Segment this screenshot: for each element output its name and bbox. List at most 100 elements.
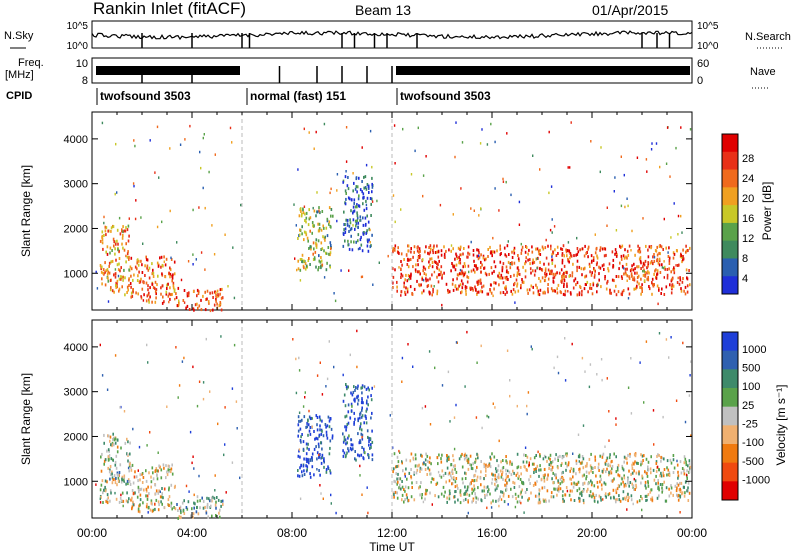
echo-cell bbox=[532, 285, 534, 289]
echo-cell bbox=[549, 272, 551, 276]
echo-cell bbox=[673, 252, 676, 256]
echo-cell bbox=[346, 184, 349, 188]
echo-cell bbox=[174, 507, 177, 511]
echo-cell bbox=[454, 464, 456, 468]
echo-cell bbox=[304, 262, 307, 265]
echo-cell bbox=[320, 256, 322, 259]
echo-cell bbox=[114, 460, 117, 464]
echo-cell bbox=[447, 370, 450, 374]
echo-cell bbox=[397, 246, 399, 250]
x-tick-label: 12:00 bbox=[377, 526, 407, 540]
echo-cell bbox=[495, 467, 497, 471]
echo-cell bbox=[307, 419, 309, 423]
echo-cell bbox=[483, 477, 485, 480]
echo-cell bbox=[401, 480, 403, 483]
echo-cell bbox=[343, 435, 346, 439]
echo-cell bbox=[566, 452, 568, 456]
echo-cell bbox=[538, 498, 541, 502]
echo-cell bbox=[452, 278, 454, 282]
echo-cell bbox=[645, 340, 648, 343]
echo-cell bbox=[107, 455, 110, 459]
echo-cell bbox=[598, 494, 601, 498]
echo-cell bbox=[627, 481, 629, 485]
echo-cell bbox=[95, 483, 97, 486]
echo-cell bbox=[309, 472, 311, 476]
echo-cell bbox=[301, 260, 303, 264]
echo-cell bbox=[356, 395, 358, 399]
echo-cell bbox=[355, 185, 358, 189]
echo-cell bbox=[347, 187, 350, 191]
echo-cell bbox=[103, 459, 106, 463]
echo-cell bbox=[393, 124, 396, 127]
echo-cell bbox=[506, 290, 508, 294]
echo-cell bbox=[493, 250, 496, 254]
echo-cell bbox=[633, 487, 635, 491]
echo-cell bbox=[476, 292, 478, 296]
echo-cell bbox=[594, 251, 597, 255]
colorbar-band bbox=[722, 406, 738, 426]
echo-cell bbox=[553, 275, 556, 279]
echo-cell bbox=[466, 485, 469, 489]
echo-cell bbox=[312, 206, 314, 210]
echo-cell bbox=[322, 235, 324, 239]
echo-cell bbox=[618, 498, 621, 502]
echo-cell bbox=[343, 438, 346, 442]
echo-cell bbox=[589, 490, 592, 494]
echo-cell bbox=[562, 480, 565, 483]
echo-cell bbox=[215, 291, 217, 295]
echo-cell bbox=[655, 482, 657, 486]
echo-cell bbox=[171, 463, 173, 467]
echo-cell bbox=[137, 263, 140, 267]
echo-cell bbox=[493, 270, 495, 274]
echo-cell bbox=[323, 458, 325, 462]
echo-cell bbox=[231, 461, 234, 464]
beam-title: Beam 13 bbox=[355, 2, 411, 18]
echo-cell bbox=[638, 248, 640, 252]
y-tick-label: 3000 bbox=[64, 387, 88, 399]
echo-cell bbox=[466, 459, 469, 463]
echo-cell bbox=[365, 421, 368, 425]
echo-cell bbox=[475, 265, 477, 269]
echo-cell bbox=[627, 386, 630, 389]
echo-cell bbox=[505, 488, 508, 491]
echo-cell bbox=[545, 455, 547, 459]
echo-cell bbox=[146, 258, 149, 262]
echo-cell bbox=[547, 277, 550, 281]
echo-cell bbox=[476, 475, 479, 479]
echo-cell bbox=[627, 499, 629, 503]
echo-cell bbox=[100, 495, 102, 499]
echo-cell bbox=[623, 455, 626, 459]
echo-cell bbox=[198, 474, 200, 478]
echo-cell bbox=[633, 477, 635, 481]
echo-cell bbox=[634, 267, 636, 271]
echo-cell bbox=[167, 282, 169, 286]
echo-cell bbox=[354, 417, 356, 421]
echo-cell bbox=[636, 280, 639, 284]
echo-cell bbox=[447, 288, 449, 292]
echo-cell bbox=[658, 257, 661, 261]
echo-cell bbox=[609, 469, 612, 473]
echo-cell bbox=[500, 490, 502, 494]
echo-cell bbox=[657, 302, 659, 306]
echo-cell bbox=[586, 462, 588, 466]
echo-cell bbox=[649, 261, 652, 265]
echo-cell bbox=[551, 460, 554, 463]
echo-cell bbox=[511, 495, 514, 499]
echo-cell bbox=[209, 291, 211, 295]
echo-cell bbox=[206, 502, 209, 506]
echo-cell bbox=[531, 245, 533, 249]
echo-cell bbox=[121, 475, 124, 479]
echo-cell bbox=[506, 460, 508, 464]
echo-cell bbox=[367, 435, 369, 439]
echo-cell bbox=[437, 263, 439, 267]
echo-cell bbox=[299, 279, 302, 282]
echo-cell bbox=[114, 463, 117, 467]
echo-cell bbox=[597, 485, 599, 489]
echo-cell bbox=[325, 430, 328, 434]
echo-cell bbox=[614, 252, 616, 256]
echo-cell bbox=[206, 289, 209, 293]
echo-cell bbox=[351, 198, 353, 202]
echo-cell bbox=[353, 201, 355, 205]
echo-cell bbox=[127, 478, 130, 482]
echo-cell bbox=[480, 470, 482, 474]
